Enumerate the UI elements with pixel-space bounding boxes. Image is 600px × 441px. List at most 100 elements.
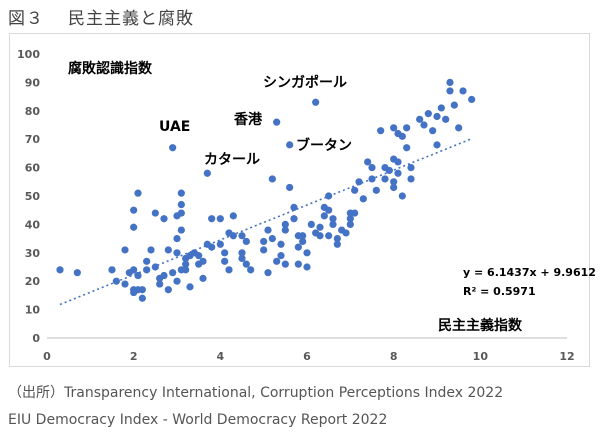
- data-point: [273, 257, 281, 265]
- chart-axes: 0 2 4 6 8 10 12 0 10 20 30 40 50 60 70 80 90 100: [17, 48, 575, 363]
- data-point: [286, 183, 294, 192]
- y-tick-label: 60: [25, 162, 41, 175]
- data-point: [433, 141, 441, 149]
- data-point: [273, 118, 281, 126]
- data-point: [221, 257, 229, 265]
- trendline-equation: y = 6.1437x + 9.9612: [463, 266, 596, 279]
- data-point: [203, 169, 211, 177]
- data-point: [182, 260, 190, 268]
- y-tick-label: 40: [25, 218, 41, 231]
- data-point: [221, 249, 229, 257]
- data-point: [442, 115, 450, 123]
- data-point: [303, 249, 311, 257]
- data-point: [151, 263, 159, 271]
- data-point: [290, 215, 298, 223]
- data-point: [325, 232, 333, 240]
- data-point: [403, 124, 411, 132]
- data-point: [238, 249, 246, 257]
- data-point: [281, 220, 289, 228]
- data-point: [316, 232, 324, 240]
- data-point: [182, 266, 190, 274]
- data-point: [134, 189, 142, 197]
- data-point: [325, 206, 333, 214]
- data-point: [112, 277, 120, 285]
- data-point: [377, 127, 385, 135]
- data-point: [351, 186, 359, 194]
- trendline-group: [59, 137, 472, 306]
- data-point: [433, 112, 441, 121]
- data-point: [195, 252, 203, 260]
- data-point: [329, 220, 337, 228]
- data-point: [390, 178, 398, 186]
- data-point: [143, 257, 151, 265]
- data-point: [156, 280, 164, 288]
- data-point: [398, 132, 406, 140]
- data-point: [177, 226, 185, 234]
- data-point: [394, 158, 402, 166]
- data-point: [281, 260, 289, 268]
- figure-title: 図３ 民主主義と腐敗: [8, 4, 194, 29]
- data-point: [333, 235, 341, 243]
- x-axis-title: 民主主義指数: [438, 317, 523, 334]
- data-point: [346, 220, 354, 228]
- data-point: [160, 271, 168, 280]
- data-point: [268, 175, 276, 183]
- data-point: [381, 175, 389, 183]
- data-point: [151, 209, 159, 217]
- data-point: [229, 212, 237, 220]
- data-point: [420, 121, 428, 129]
- data-point: [208, 243, 216, 251]
- data-point: [372, 186, 380, 194]
- data-point: [147, 246, 155, 254]
- data-points: [56, 78, 476, 302]
- data-point: [173, 249, 181, 257]
- data-point: [281, 226, 289, 234]
- trendline: [59, 137, 472, 306]
- data-point: [238, 254, 246, 263]
- data-point: [238, 232, 246, 240]
- data-point: [407, 175, 415, 183]
- y-tick-label: 0: [32, 332, 40, 345]
- annotation-label: カタール: [204, 152, 260, 168]
- data-point: [208, 215, 216, 223]
- y-tick-label: 70: [25, 133, 41, 146]
- data-point: [130, 223, 138, 231]
- data-point: [312, 98, 320, 106]
- data-point: [316, 223, 324, 231]
- data-point: [398, 192, 406, 200]
- figure-title-text: 民主主義と腐敗: [68, 9, 194, 29]
- data-point: [143, 266, 151, 274]
- data-point: [368, 164, 376, 172]
- data-point: [290, 203, 298, 211]
- chart-frame: [9, 33, 590, 367]
- x-tick-label: 0: [43, 350, 51, 363]
- data-point: [294, 260, 302, 268]
- data-point: [225, 266, 233, 274]
- annotation-label: 香港: [233, 111, 263, 128]
- data-point: [416, 115, 424, 123]
- x-tick-label: 4: [217, 350, 225, 363]
- data-point: [177, 209, 185, 217]
- data-point: [247, 266, 255, 274]
- data-point: [299, 237, 307, 246]
- data-point: [242, 237, 250, 246]
- data-point: [229, 232, 237, 240]
- data-point: [277, 252, 285, 260]
- data-point: [342, 229, 350, 237]
- data-point: [468, 95, 476, 104]
- data-point: [130, 206, 138, 214]
- data-point: [264, 226, 272, 234]
- data-point: [429, 127, 437, 135]
- data-point: [268, 235, 276, 243]
- data-point: [199, 257, 207, 265]
- y-tick-label: 100: [17, 48, 40, 61]
- data-point: [368, 175, 376, 183]
- y-tick-label: 30: [25, 247, 41, 260]
- data-point: [455, 124, 463, 132]
- data-point: [260, 237, 268, 246]
- data-point: [177, 200, 185, 209]
- y-tick-label: 90: [25, 76, 41, 89]
- annotation-label: UAE: [159, 119, 190, 135]
- data-point: [333, 240, 341, 248]
